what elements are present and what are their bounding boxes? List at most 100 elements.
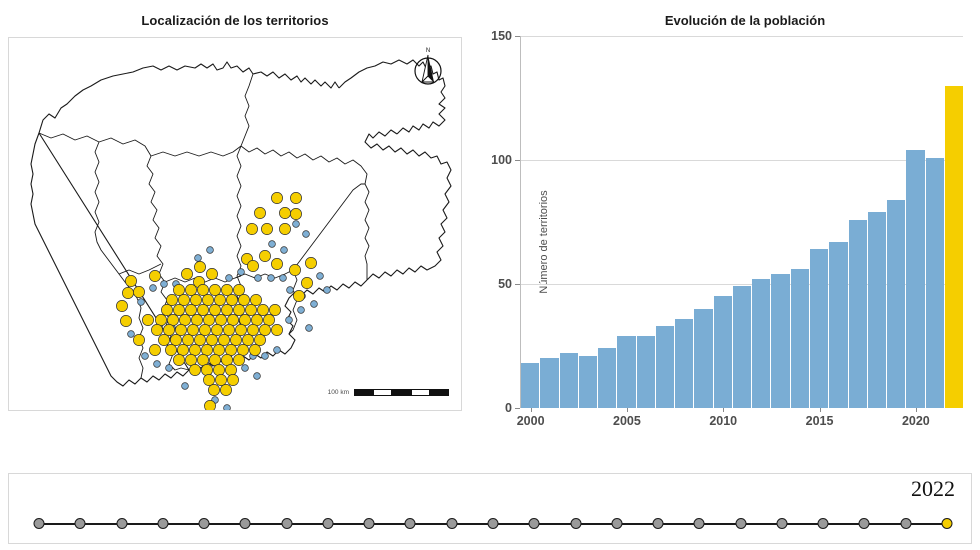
map-point-territory[interactable] xyxy=(261,223,273,235)
chart-bar[interactable] xyxy=(713,296,732,408)
map-point-territory[interactable] xyxy=(290,192,302,204)
map-point-territory[interactable] xyxy=(202,294,214,306)
map-point-secondary[interactable] xyxy=(323,286,331,294)
map-point-territory[interactable] xyxy=(246,223,258,235)
map-point-territory[interactable] xyxy=(279,207,291,219)
map-point-territory[interactable] xyxy=(179,314,191,326)
map-point-territory[interactable] xyxy=(221,354,233,366)
chart-bar[interactable] xyxy=(540,358,559,408)
map-point-territory[interactable] xyxy=(218,334,230,346)
map-point-territory[interactable] xyxy=(201,364,213,376)
map-point-secondary[interactable] xyxy=(280,246,288,254)
map-point-territory[interactable] xyxy=(233,304,245,316)
map-point-territory[interactable] xyxy=(245,304,257,316)
map-point-territory[interactable] xyxy=(215,314,227,326)
map-point-territory[interactable] xyxy=(225,344,237,356)
map-point-territory[interactable] xyxy=(271,258,283,270)
map-point-territory[interactable] xyxy=(161,304,173,316)
map-point-territory[interactable] xyxy=(187,324,199,336)
map-point-territory[interactable] xyxy=(133,334,145,346)
map-point-territory[interactable] xyxy=(189,344,201,356)
chart-bars[interactable] xyxy=(521,36,964,408)
chart-bar[interactable] xyxy=(598,348,617,408)
map-point-territory[interactable] xyxy=(257,304,269,316)
map-point-territory[interactable] xyxy=(223,324,235,336)
map-point-secondary[interactable] xyxy=(268,240,276,248)
map-point-territory[interactable] xyxy=(254,207,266,219)
map-point-territory[interactable] xyxy=(233,354,245,366)
map-point-secondary[interactable] xyxy=(316,272,324,280)
map-point-territory[interactable] xyxy=(249,344,261,356)
map-point-territory[interactable] xyxy=(209,354,221,366)
map-point-territory[interactable] xyxy=(149,344,161,356)
year-timeline-panel[interactable]: 2022 xyxy=(8,473,972,544)
chart-plot-area[interactable]: Número de territorios 0 50 100 150 2000 2005… xyxy=(491,29,964,428)
map-point-territory[interactable] xyxy=(203,314,215,326)
map-point-territory[interactable] xyxy=(199,324,211,336)
timeline-dot[interactable] xyxy=(157,518,169,529)
map-point-territory[interactable] xyxy=(227,314,239,326)
chart-bar[interactable] xyxy=(906,150,925,408)
timeline-dot[interactable] xyxy=(198,518,210,529)
map-point-territory[interactable] xyxy=(221,284,233,296)
map-plot-area[interactable]: N 100 km xyxy=(8,37,462,411)
timeline-dot[interactable] xyxy=(528,518,540,529)
chart-bar[interactable] xyxy=(694,308,713,408)
map-point-territory[interactable] xyxy=(239,314,251,326)
timeline-dot-selected[interactable] xyxy=(941,518,953,529)
timeline-dot[interactable] xyxy=(776,518,788,529)
map-point-territory[interactable] xyxy=(209,304,221,316)
map-point-secondary[interactable] xyxy=(206,246,214,254)
timeline-dot[interactable] xyxy=(693,518,705,529)
map-point-territory[interactable] xyxy=(170,334,182,346)
map-point-territory[interactable] xyxy=(215,374,227,386)
chart-bar[interactable] xyxy=(675,318,694,408)
map-point-territory[interactable] xyxy=(125,275,137,287)
map-point-territory[interactable] xyxy=(178,294,190,306)
chart-bar[interactable] xyxy=(848,219,867,408)
chart-bar[interactable] xyxy=(521,363,540,408)
map-point-territory[interactable] xyxy=(225,364,237,376)
map-point-secondary[interactable] xyxy=(225,274,233,282)
timeline-dot[interactable] xyxy=(652,518,664,529)
map-point-territory[interactable] xyxy=(301,277,313,289)
map-point-secondary[interactable] xyxy=(273,346,281,354)
map-point-secondary[interactable] xyxy=(285,316,293,324)
chart-bar[interactable] xyxy=(809,249,829,408)
map-point-secondary[interactable] xyxy=(127,330,135,338)
map-point-secondary[interactable] xyxy=(286,286,294,294)
map-point-secondary[interactable] xyxy=(194,254,202,262)
map-point-territory[interactable] xyxy=(208,384,220,396)
map-point-secondary[interactable] xyxy=(310,300,318,308)
timeline-dot[interactable] xyxy=(446,518,458,529)
chart-bar[interactable] xyxy=(829,241,848,408)
map-point-territory[interactable] xyxy=(289,264,301,276)
map-point-territory[interactable] xyxy=(142,314,154,326)
map-point-territory[interactable] xyxy=(185,354,197,366)
map-point-territory[interactable] xyxy=(181,268,193,280)
timeline-dot[interactable] xyxy=(487,518,499,529)
map-point-territory[interactable] xyxy=(203,374,215,386)
map-point-territory[interactable] xyxy=(189,364,201,376)
chart-bar[interactable] xyxy=(867,212,887,408)
map-point-territory[interactable] xyxy=(173,304,185,316)
map-point-territory[interactable] xyxy=(247,260,259,272)
chart-bar[interactable] xyxy=(790,269,809,408)
map-point-territory[interactable] xyxy=(230,334,242,346)
timeline-track[interactable] xyxy=(33,518,953,529)
map-point-territory[interactable] xyxy=(191,314,203,326)
map-point-secondary[interactable] xyxy=(302,230,310,238)
map-point-secondary[interactable] xyxy=(149,284,157,292)
map-point-territory[interactable] xyxy=(182,334,194,346)
map-point-territory[interactable] xyxy=(163,324,175,336)
timeline-dot[interactable] xyxy=(322,518,334,529)
map-point-territory[interactable] xyxy=(226,294,238,306)
map-point-territory[interactable] xyxy=(197,284,209,296)
map-point-territory[interactable] xyxy=(293,290,305,302)
timeline-dot[interactable] xyxy=(735,518,747,529)
map-point-secondary[interactable] xyxy=(267,274,275,282)
map-point-territory[interactable] xyxy=(194,261,206,273)
map-point-territory[interactable] xyxy=(155,314,167,326)
map-point-territory[interactable] xyxy=(290,208,302,220)
map-point-secondary[interactable] xyxy=(237,268,245,276)
